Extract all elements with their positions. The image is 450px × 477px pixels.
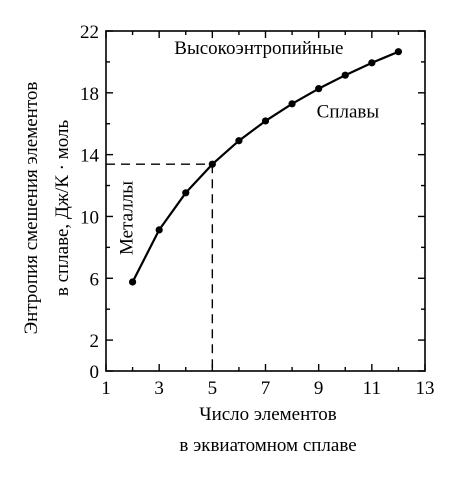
annotation-0: Высокоэнтропийные [174,38,343,59]
x-tick-label-3: 3 [154,378,164,399]
data-point-12 [394,48,403,56]
data-point-11 [368,59,376,67]
x-axis-title-line-1: Число элементов [199,404,337,425]
x-tick-label-9: 9 [314,378,324,399]
reference-lines [106,163,214,371]
data-point-2 [128,278,137,286]
data-point-5 [208,160,216,168]
annotation-2: Металлы [117,181,138,255]
x-tick-label-11: 11 [363,378,381,399]
y-tick-label-6: 6 [90,269,100,290]
y-tick-label-18: 18 [80,84,99,105]
annotations: Высокоэнтропийные Сплавы Металлы [117,38,380,255]
y-axis-title-line-1: Энтропия смешения элементов [21,82,42,335]
plot-frame [105,30,426,372]
data-point-7 [261,117,270,125]
series-line-0 [131,50,399,283]
x-axis-title-line-2: в эквиатомном сплаве [179,435,356,456]
data-point-8 [288,100,296,108]
x-tick-label-5: 5 [208,378,218,399]
plot-border [105,30,426,372]
y-tick-label-0: 0 [90,362,100,383]
data-point-4 [182,189,190,197]
data-point-6 [235,137,243,145]
annotation-1: Сплавы [317,102,380,123]
x-tick-label-13: 13 [416,378,435,399]
y-axis-title-line-2: в сплаве, Дж/К · моль [52,120,73,297]
y-tick-label-10: 10 [80,207,99,228]
x-tick-label-7: 7 [261,378,271,399]
y-axis-ticks: 0 2 6 10 14 18 22 [80,22,425,383]
data-point-10 [341,71,349,79]
x-axis-ticks: 1 3 5 7 9 11 13 [101,31,435,399]
y-tick-label-14: 14 [80,146,100,167]
data-point-3 [155,226,163,234]
y-tick-label-22: 22 [80,22,99,43]
data-point-9 [315,85,323,93]
x-tick-label-1: 1 [101,378,111,399]
y-tick-label-2: 2 [90,331,100,352]
series-layer [128,48,403,286]
